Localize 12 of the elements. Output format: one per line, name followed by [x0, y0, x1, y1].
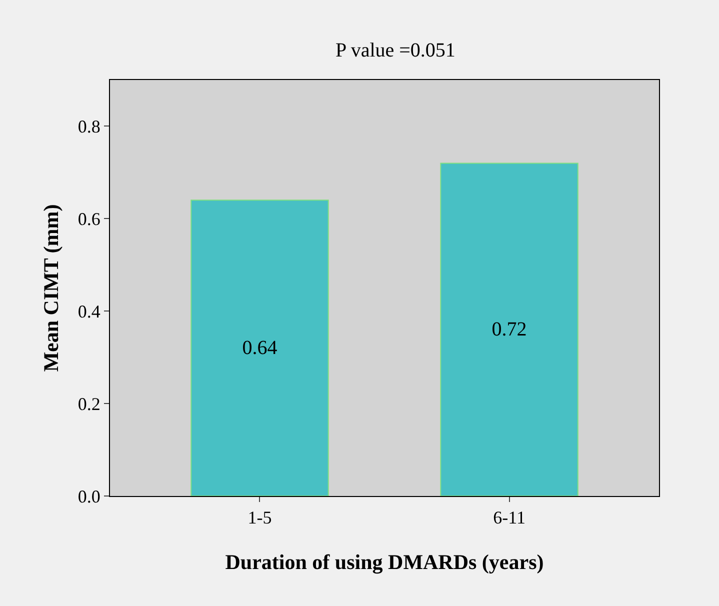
data-label: 0.72	[492, 318, 527, 341]
x-tick-label: 1-5	[248, 508, 272, 528]
data-label: 0.64	[242, 337, 278, 360]
y-tick-label: 0.0	[78, 486, 100, 506]
chart-title: P value =0.051	[335, 39, 456, 62]
y-tick-label: 0.8	[78, 116, 100, 137]
y-tick-label: 0.4	[78, 301, 100, 322]
y-tick-label: 0.6	[78, 208, 100, 229]
x-tick-label: 6-11	[493, 508, 526, 528]
y-axis-title: Mean CIMT (mm)	[39, 204, 63, 372]
x-axis-title: Duration of using DMARDs (years)	[225, 550, 544, 574]
y-tick-label: 0.2	[78, 394, 100, 414]
